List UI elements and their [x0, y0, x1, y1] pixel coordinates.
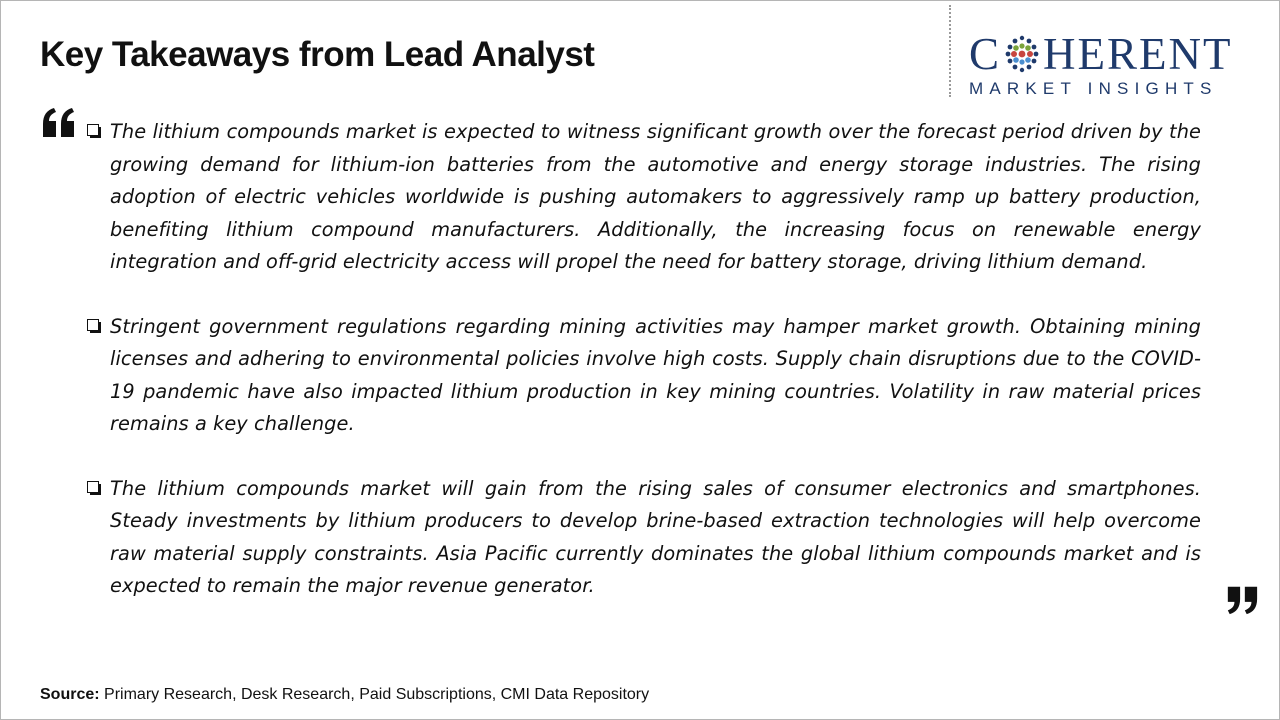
open-quote-icon [43, 108, 74, 137]
page-title: Key Takeaways from Lead Analyst [40, 35, 595, 74]
takeaway-item: Stringent government regulations regardi… [87, 311, 1201, 441]
logo-divider [949, 5, 951, 97]
source-note: Source: Primary Research, Desk Research,… [40, 686, 649, 704]
takeaway-text: The lithium compounds market will gain f… [110, 476, 1201, 598]
company-logo: C [969, 31, 1265, 99]
checkbox-bullet-icon [87, 480, 101, 495]
checkbox-bullet-icon [87, 124, 101, 138]
checkbox-bullet-icon [87, 318, 101, 333]
takeaways-list: The lithium compounds market is expected… [87, 116, 1201, 635]
source-text: Primary Research, Desk Research, Paid Su… [104, 686, 650, 703]
logo-letters-herent: HERENT [1043, 29, 1233, 79]
logo-tagline: MARKET INSIGHTS [969, 79, 1218, 98]
logo-dot-globe-icon [1005, 35, 1039, 73]
source-label: Source: [40, 686, 100, 703]
logo-letter-c: C [969, 29, 1002, 79]
close-quote-icon [1227, 586, 1258, 615]
logo-wordmark: C [969, 31, 1265, 77]
takeaway-text: The lithium compounds market is expected… [110, 120, 1201, 273]
takeaway-item: The lithium compounds market is expected… [87, 116, 1201, 279]
takeaway-item: The lithium compounds market will gain f… [87, 473, 1201, 603]
takeaway-text: Stringent government regulations regardi… [110, 314, 1201, 436]
